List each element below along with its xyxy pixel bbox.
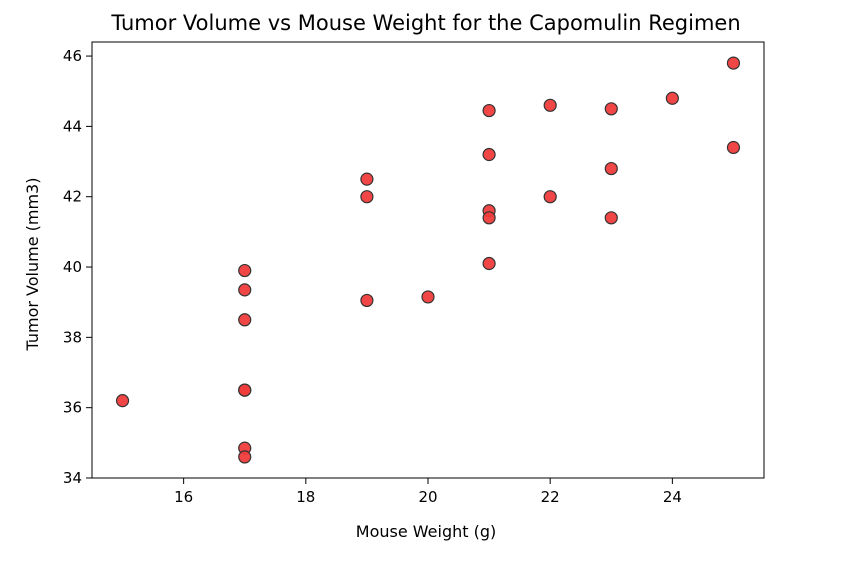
scatter-point [726,56,741,70]
scatter-point [360,172,374,186]
scatter-point [238,383,252,397]
scatter-point [115,394,130,408]
scatter-point [604,102,618,116]
y-axis-label: Tumor Volume (mm3) [23,178,42,352]
x-tick-label: 16 [174,488,193,506]
y-tick-label: 44 [63,117,82,135]
scatter-point [604,211,618,225]
x-tick-label: 24 [663,488,682,506]
scatter-point [604,161,618,176]
scatter-point [238,263,252,278]
scatter-point [482,211,496,225]
y-tick-label: 36 [63,399,82,417]
scatter-point [482,147,496,162]
point-layer [115,56,741,464]
scatter-point [360,190,374,204]
y-tick-label: 40 [63,258,82,276]
scatter-point [482,103,496,118]
x-tick-label: 20 [418,488,437,506]
scatter-point [238,313,252,327]
chart-title: Tumor Volume vs Mouse Weight for the Cap… [110,11,740,35]
x-axis-label: Mouse Weight (g) [356,522,496,541]
y-tick-label: 42 [63,188,82,206]
scatter-point [482,256,496,271]
x-tick-label: 22 [541,488,560,506]
x-tick-label: 18 [296,488,315,506]
tick-layer: 16 18 20 22 24 34 36 38 40 42 44 46 [63,47,682,506]
scatter-point [665,91,679,105]
scatter-point [238,450,252,464]
y-tick-label: 34 [63,469,82,487]
scatter-point [543,190,557,204]
scatter-point [726,140,741,155]
scatter-point [238,283,252,297]
y-tick-label: 38 [63,328,82,346]
scatter-point [360,293,374,308]
y-tick-label: 46 [63,47,82,65]
scatter-point [421,290,435,304]
scatter-point [543,98,557,112]
plot-area-frame [91,41,765,479]
